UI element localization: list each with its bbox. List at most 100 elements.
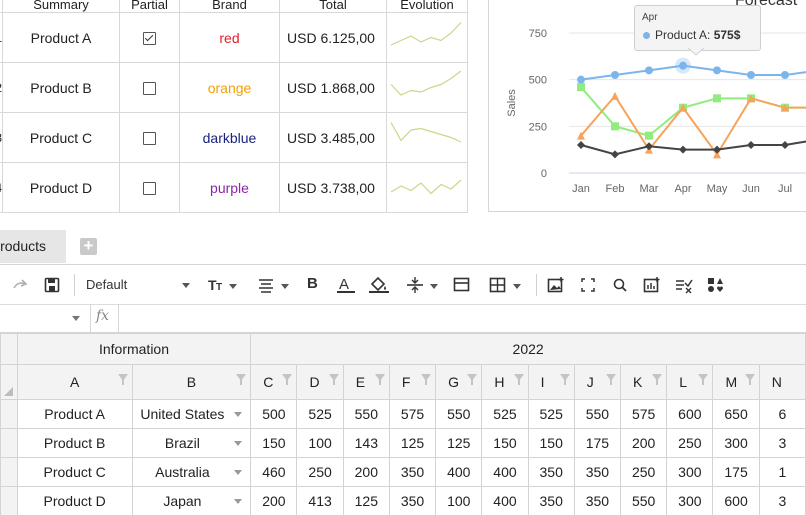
filter-icon[interactable]: [282, 374, 293, 385]
cell-value[interactable]: 350: [388, 457, 437, 487]
filter-icon[interactable]: [698, 374, 709, 385]
partial-checkbox-cell[interactable]: [119, 12, 180, 63]
cell-value[interactable]: 413: [296, 486, 344, 516]
column-header-k[interactable]: K: [620, 364, 668, 400]
name-box[interactable]: [0, 304, 91, 332]
filter-icon[interactable]: [374, 374, 385, 385]
header-partial[interactable]: Partial: [119, 0, 180, 13]
column-header-d[interactable]: D: [296, 364, 344, 400]
filter-icon[interactable]: [328, 374, 339, 385]
partial-checkbox[interactable]: [143, 132, 156, 146]
header-summary[interactable]: Summary: [2, 0, 120, 13]
partial-checkbox[interactable]: [143, 182, 156, 196]
cell-value[interactable]: 550: [342, 399, 390, 429]
cell-value[interactable]: 125: [435, 428, 483, 458]
filter-icon[interactable]: [559, 374, 570, 385]
cell-value[interactable]: 250: [296, 457, 344, 487]
cell-value[interactable]: 400: [481, 486, 529, 516]
borders-icon[interactable]: [489, 275, 525, 295]
cell-value[interactable]: 300: [666, 457, 714, 487]
cell-value[interactable]: 525: [527, 399, 575, 429]
column-header-e[interactable]: E: [342, 364, 390, 400]
brand-cell[interactable]: purple: [179, 162, 280, 213]
chevron-down-icon[interactable]: [234, 441, 243, 446]
product-name[interactable]: Product A: [2, 12, 120, 63]
partial-checkbox-cell[interactable]: [119, 112, 180, 163]
select-all-corner[interactable]: [0, 364, 18, 400]
filter-icon[interactable]: [421, 374, 432, 385]
cell-value[interactable]: 1: [758, 457, 806, 487]
align-icon[interactable]: [257, 275, 293, 295]
column-header-f[interactable]: F: [388, 364, 437, 400]
fill-color-icon[interactable]: [368, 275, 390, 295]
row-header[interactable]: [0, 399, 18, 429]
cell-value[interactable]: 350: [388, 486, 437, 516]
partial-checkbox-cell[interactable]: [119, 62, 180, 113]
cell-value[interactable]: 350: [527, 486, 575, 516]
group-header-2022[interactable]: 2022: [250, 333, 806, 365]
function-icon[interactable]: fx: [96, 308, 110, 324]
cell-value[interactable]: 3: [758, 428, 806, 458]
group-header-information[interactable]: Information: [16, 333, 252, 365]
filter-icon[interactable]: [513, 374, 524, 385]
cell-value[interactable]: 6: [758, 399, 806, 429]
filter-icon[interactable]: [744, 374, 755, 385]
row-header[interactable]: [0, 428, 18, 458]
cell-value[interactable]: 600: [712, 486, 760, 516]
cell-product[interactable]: Product B: [16, 428, 133, 458]
product-name[interactable]: Product D: [2, 162, 120, 213]
chevron-down-icon[interactable]: [234, 470, 243, 475]
cell-value[interactable]: 575: [620, 399, 668, 429]
total-cell[interactable]: USD 6.125,00: [279, 12, 387, 63]
header-total[interactable]: Total: [279, 0, 387, 13]
header-brand[interactable]: Brand: [179, 0, 280, 13]
partial-checkbox-cell[interactable]: [119, 162, 180, 213]
conditional-format-icon[interactable]: [707, 275, 725, 295]
cell-value[interactable]: 200: [620, 428, 668, 458]
cell-value[interactable]: 143: [342, 428, 390, 458]
cell-value[interactable]: 600: [666, 399, 714, 429]
search-icon[interactable]: [612, 275, 628, 295]
row-header[interactable]: [0, 486, 18, 516]
column-header-c[interactable]: C: [250, 364, 298, 400]
column-header-j[interactable]: J: [573, 364, 622, 400]
cell-value[interactable]: 350: [573, 486, 622, 516]
save-icon[interactable]: [44, 275, 60, 295]
product-name[interactable]: Product C: [2, 112, 120, 163]
product-name[interactable]: Product B: [2, 62, 120, 113]
filter-icon[interactable]: [236, 374, 247, 385]
cell-value[interactable]: 400: [481, 457, 529, 487]
brand-cell[interactable]: orange: [179, 62, 280, 113]
text-color-icon[interactable]: A: [336, 275, 356, 295]
fullscreen-icon[interactable]: [580, 275, 596, 295]
tab-products[interactable]: Products: [0, 230, 66, 263]
cell-value[interactable]: 525: [481, 399, 529, 429]
filter-icon[interactable]: [117, 374, 128, 385]
formula-input[interactable]: [118, 304, 806, 332]
cell-value[interactable]: 175: [573, 428, 622, 458]
column-header-h[interactable]: H: [481, 364, 529, 400]
column-header-g[interactable]: G: [435, 364, 483, 400]
cell-value[interactable]: 125: [388, 428, 437, 458]
column-header-i[interactable]: I: [527, 364, 575, 400]
cell-country[interactable]: Japan: [131, 486, 252, 516]
cell-value[interactable]: 200: [342, 457, 390, 487]
cell-value[interactable]: 350: [573, 457, 622, 487]
cell-value[interactable]: 500: [250, 399, 298, 429]
add-sheet-button[interactable]: +: [80, 237, 97, 255]
partial-checkbox[interactable]: [143, 32, 156, 46]
cell-value[interactable]: 3: [758, 486, 806, 516]
filter-icon[interactable]: [652, 374, 663, 385]
total-cell[interactable]: USD 3.485,00: [279, 112, 387, 163]
cell-value[interactable]: 125: [342, 486, 390, 516]
column-header-n[interactable]: N: [758, 364, 806, 400]
brand-cell[interactable]: darkblue: [179, 112, 280, 163]
column-header-a[interactable]: A: [16, 364, 133, 400]
cell-value[interactable]: 250: [666, 428, 714, 458]
insert-image-icon[interactable]: [547, 275, 565, 295]
cell-value[interactable]: 525: [296, 399, 344, 429]
chevron-down-icon[interactable]: [234, 412, 243, 417]
cell-value[interactable]: 575: [388, 399, 437, 429]
cell-value[interactable]: 250: [620, 457, 668, 487]
